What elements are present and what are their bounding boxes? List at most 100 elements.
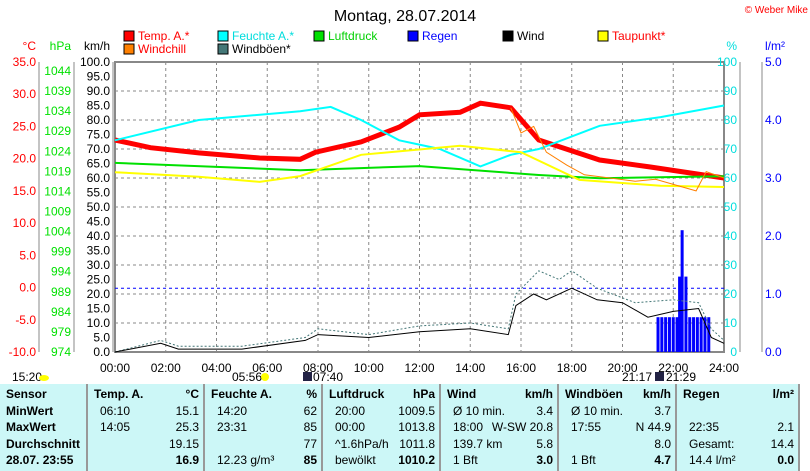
hum-row-value: 85	[303, 453, 317, 468]
hum-row-label	[211, 436, 217, 453]
x-tick-label: 18:00	[557, 361, 587, 375]
wind-tick-label: 45.0	[87, 215, 111, 229]
humidity-axis-label: %	[726, 39, 737, 53]
rain-row: 14.4 l/m² 0.0	[683, 452, 794, 469]
legend-label-windchill: Windchill	[138, 42, 186, 56]
x-tick-label: 16:00	[506, 361, 536, 375]
temp-row: 19.15	[94, 436, 199, 453]
wind-tick-label: 55.0	[87, 186, 111, 200]
humidity-tick-label: 100	[717, 55, 737, 69]
gust-row: 17:55 N 44.9	[565, 419, 671, 436]
gust-row: 8.0	[565, 436, 671, 453]
weather-chart: Montag, 28.07.2014 © Weber Mike°C35.030.0…	[9, 5, 809, 384]
rain-bar	[707, 317, 711, 352]
sensor-column: Sensor MinWert MaxWert Durchschnitt 28.0…	[0, 384, 88, 471]
moonset-time: 15:20	[12, 370, 42, 384]
series-line-pressure	[114, 161, 725, 180]
temp-tick-label: 30.0	[13, 87, 37, 101]
hum-column: Feuchte A.% 14:20 62 23:31 85 77 12.23 g/m³ 85	[205, 384, 323, 471]
gust-row-value: 4.7	[654, 453, 671, 468]
temp-tick-label: 15.0	[13, 184, 37, 198]
rain-axis-label: l/m²	[765, 39, 785, 53]
wind-row: 139.7 km 5.8	[447, 436, 553, 453]
humidity-tick-label: 40	[724, 229, 738, 243]
temp-title: Temp. A.	[94, 387, 144, 401]
series-line-dewpoint	[114, 144, 725, 188]
current-label: 28.07. 23:55	[6, 453, 74, 468]
temp-row: 16.9	[94, 452, 199, 469]
rain-row-label: 14.4 l/m²	[689, 453, 736, 468]
temp-tick-label: 5.0	[19, 248, 36, 262]
legend-swatch-windchill	[123, 43, 135, 55]
press-unit: hPa	[412, 387, 435, 401]
rain-bar	[692, 317, 696, 352]
rain-row-value: 0.0	[777, 453, 794, 468]
wind-tick-label: 0.0	[93, 345, 110, 359]
humidity-tick-label: 60	[724, 171, 738, 185]
rain-bar	[684, 276, 688, 352]
x-tick-label: 02:00	[151, 361, 181, 375]
temp-row-label	[94, 452, 100, 469]
hum-row-label: 23:31	[217, 420, 248, 435]
press-column: Luftdruck hPa 20:00 1009.5 00:00 1013.8 ^1.6hP…	[323, 384, 441, 471]
chart-title: Montag, 28.07.2014	[334, 8, 476, 25]
gust-unit: km/h	[642, 387, 671, 401]
pressure-tick-label: 989	[51, 285, 71, 299]
temp-row-value: 19.15	[168, 436, 199, 451]
hum-row: 23:31 85	[211, 419, 317, 436]
temp-tick-label: 10.0	[13, 216, 37, 230]
wind-tick-label: 35.0	[87, 244, 111, 258]
x-tick-label: 00:00	[100, 361, 130, 375]
wind-tick-label: 60.0	[87, 171, 111, 185]
wind-tick-label: 75.0	[87, 128, 111, 142]
x-tick-label: 14:00	[455, 361, 485, 375]
press-row: bewölkt 1010.2	[329, 452, 435, 469]
wind-axis-label: km/h	[84, 39, 110, 53]
press-row-value: 1010.2	[398, 453, 435, 468]
legend-swatch-dewpoint	[597, 30, 609, 42]
legend-label-gusts: Windböen*	[232, 42, 291, 56]
hum-unit: %	[306, 387, 317, 401]
sunrise-time: 05:56	[232, 370, 262, 384]
x-tick-label: 08:00	[303, 361, 333, 375]
wind-header: Wind km/h	[447, 386, 553, 403]
temp-row-label: 14:05	[100, 420, 131, 435]
wind-row-label: 1 Bft	[453, 453, 478, 468]
x-tick-label: 20:00	[607, 361, 637, 375]
legend-label-rain: Regen	[422, 29, 457, 43]
rain-bar	[660, 317, 664, 352]
gust-title: Windböen	[565, 387, 623, 401]
sunset-icon	[655, 372, 664, 381]
press-row: 20:00 1009.5	[329, 403, 435, 420]
pressure-tick-label: 1044	[44, 64, 71, 78]
hum-title: Feuchte A.	[211, 387, 272, 401]
min-label: MinWert	[6, 403, 54, 418]
temp-row: 14:05 25.3	[94, 419, 199, 436]
hum-row-value: 85	[303, 420, 317, 435]
gust-column: Windböen km/h Ø 10 min. 3.7 17:55 N 44.9 8.0 1 …	[559, 384, 677, 471]
wind-row-value: 3.4	[536, 403, 553, 418]
hum-row-label: 14:20	[217, 403, 248, 418]
civil-twilight-time: 07:40	[313, 370, 343, 384]
rain-tick-label: 2.0	[765, 229, 782, 243]
legend-swatch-temp	[123, 30, 135, 42]
gust-row-value: 8.0	[654, 436, 671, 451]
hum-header: Feuchte A.%	[211, 386, 317, 403]
legend-swatch-rain	[407, 30, 419, 42]
temp-row: 06:10 15.1	[94, 403, 199, 420]
humidity-tick-label: 80	[724, 113, 738, 127]
temp-tick-label: 35.0	[13, 55, 37, 69]
temp-axis-label: °C	[23, 39, 37, 53]
x-tick-label: 22:00	[658, 361, 688, 375]
sunset-time: 21:17	[622, 370, 652, 384]
wind-tick-label: 80.0	[87, 113, 111, 127]
rain-row-value: 14.4	[770, 436, 794, 451]
wind-tick-label: 95.0	[87, 70, 111, 84]
press-row-label: ^1.6hPa/h	[335, 436, 389, 451]
wind-row: Ø 10 min. 3.4	[447, 403, 553, 420]
temp-row-value: 25.3	[175, 420, 199, 435]
rain-row: Gesamt: 14.4	[683, 436, 794, 453]
sun-icon	[261, 373, 269, 381]
temp-header: Temp. A. °C	[94, 386, 199, 403]
moonrise-time: 21:29	[666, 370, 696, 384]
